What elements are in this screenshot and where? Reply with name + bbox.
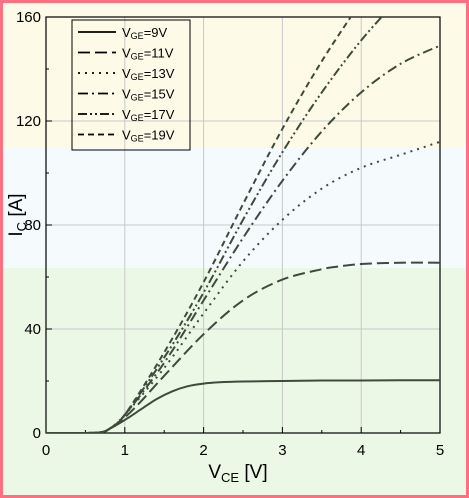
y-tick-label: 80 bbox=[24, 217, 41, 234]
legend-entry-subscript: GE bbox=[131, 134, 144, 144]
x-tick-label: 4 bbox=[357, 442, 365, 459]
legend-entry-2: VGE=11V bbox=[122, 46, 174, 62]
legend-entry-subscript: GE bbox=[131, 72, 144, 82]
legend-entry-subscript: GE bbox=[131, 31, 144, 41]
legend-entry-suffix: =11V bbox=[144, 46, 174, 61]
y-tick-label: 120 bbox=[16, 113, 41, 130]
x-tick-label: 5 bbox=[436, 442, 444, 459]
legend-entry-prefix: V bbox=[122, 107, 131, 122]
legend-entry-prefix: V bbox=[122, 46, 131, 61]
background-band-bottom bbox=[0, 268, 469, 498]
x-tick-label: 1 bbox=[121, 442, 129, 459]
legend-entry-5: VGE=17V bbox=[122, 107, 175, 123]
series-lines bbox=[46, 17, 440, 433]
legend-entry-subscript: GE bbox=[131, 52, 144, 62]
legend-entry-suffix: =17V bbox=[144, 107, 175, 122]
x-axis-label-unit: [V] bbox=[239, 462, 268, 483]
y-axis-label: IC [A] bbox=[6, 193, 29, 236]
y-axis-label-unit: [A] bbox=[6, 193, 27, 222]
y-tick-labels: 0 40 80 120 160 bbox=[16, 9, 41, 442]
legend-entry-prefix: V bbox=[122, 66, 131, 81]
y-tick-label: 0 bbox=[33, 425, 41, 442]
x-axis-label-subscript: CE bbox=[221, 470, 239, 485]
y-tick-label: 160 bbox=[16, 9, 41, 26]
y-axis-label-main: I bbox=[6, 231, 27, 236]
legend-entry-subscript: GE bbox=[131, 113, 144, 123]
legend-entry-prefix: V bbox=[122, 87, 131, 102]
legend-entry-prefix: V bbox=[122, 128, 131, 143]
legend-entry-4: VGE=15V bbox=[122, 87, 175, 103]
series-line-6 bbox=[46, 17, 352, 433]
y-tick-label: 40 bbox=[24, 321, 41, 338]
legend-entry-suffix: =15V bbox=[144, 87, 175, 102]
legend-entry-prefix: V bbox=[122, 25, 131, 40]
background-band-middle bbox=[0, 148, 469, 268]
series-line-5 bbox=[46, 17, 383, 433]
legend: VGE=9VVGE=11VVGE=13VVGE=15VVGE=17VVGE=19… bbox=[71, 19, 191, 151]
legend-entry-6: VGE=19V bbox=[122, 128, 175, 144]
legend-entry-suffix: =13V bbox=[144, 66, 175, 81]
legend-entry-suffix: =9V bbox=[144, 25, 168, 40]
x-tick-label: 0 bbox=[42, 442, 50, 459]
background-band-top bbox=[0, 0, 469, 148]
legend-entry-3: VGE=13V bbox=[122, 66, 175, 82]
x-axis-label-main: V bbox=[208, 462, 221, 483]
legend-entry-1: VGE=9V bbox=[122, 25, 168, 41]
x-tick-label: 2 bbox=[199, 442, 207, 459]
x-tick-label: 3 bbox=[278, 442, 286, 459]
legend-entry-suffix: =19V bbox=[144, 128, 175, 143]
y-axis-label-subscript: C bbox=[14, 222, 29, 231]
legend-entry-subscript: GE bbox=[131, 93, 144, 103]
legend-box bbox=[71, 19, 191, 151]
axis-ticks bbox=[45, 16, 441, 434]
x-tick-labels: 0 1 2 3 4 5 bbox=[42, 442, 444, 459]
x-axis-label: VCE [V] bbox=[208, 462, 267, 485]
